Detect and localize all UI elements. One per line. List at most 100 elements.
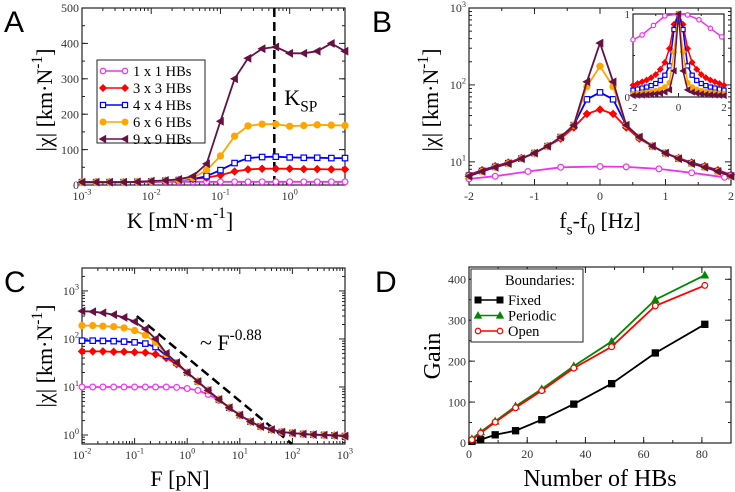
data-point (272, 178, 280, 186)
series-1-x-1-hbs (78, 383, 349, 440)
data-point (89, 337, 97, 345)
x-tick-label: -2 (464, 189, 474, 203)
data-point (570, 364, 578, 372)
data-point (582, 77, 591, 87)
legend-marker (496, 327, 504, 335)
legend-marker (495, 311, 505, 319)
data-point (326, 38, 335, 48)
legend-label: Periodic (508, 309, 556, 325)
data-point (657, 77, 663, 84)
data-point (671, 26, 677, 33)
data-point (104, 177, 113, 187)
data-point (229, 74, 238, 84)
data-point (698, 80, 704, 87)
y-axis-label-part: -1 (415, 56, 432, 69)
data-point (477, 429, 485, 437)
y-tick-label: 400 (448, 272, 466, 286)
x-tick-label-part: 10 (125, 448, 137, 462)
data-point (119, 313, 128, 322)
data-point (491, 172, 499, 180)
data-point (665, 86, 673, 94)
data-point (160, 175, 169, 185)
power-law-fit-line (135, 315, 293, 445)
data-point (312, 164, 322, 174)
data-point (329, 431, 338, 440)
legend-label: 6 x 6 HBs (133, 115, 192, 131)
data-point (120, 338, 128, 345)
x-axis-label-part: Number of HBs (523, 466, 676, 492)
data-point (78, 383, 86, 391)
x-tick-label: 0 (466, 447, 472, 461)
data-point (286, 154, 293, 161)
legend-marker (98, 134, 107, 144)
series-9-x-9-hbs (464, 38, 735, 181)
data-point (319, 430, 328, 440)
data-point (529, 148, 538, 158)
data-point (656, 89, 663, 97)
x-axis-label: Number of HBs (523, 466, 676, 492)
data-point (622, 163, 630, 171)
y-tick-label-part: 3 (462, 0, 466, 9)
data-point (630, 36, 636, 43)
x-tick-label: 10-3 (73, 188, 92, 203)
data-point (340, 431, 349, 441)
data-point (300, 178, 308, 186)
data-point (313, 121, 321, 129)
x-axis-label: fs-f0 [Hz] (559, 208, 641, 239)
x-tick-label-part: 0 (294, 188, 298, 197)
data-point (570, 400, 578, 408)
y-tick-label: 100 (63, 427, 79, 442)
x-tick-label-part: 10 (73, 448, 85, 462)
power-law-label-part: ~ F (200, 330, 230, 355)
data-point (327, 178, 335, 186)
x-axis-label-part: 0 (587, 222, 595, 239)
panel-letter: C (4, 266, 26, 299)
y-tick-label: 103 (63, 283, 79, 298)
legend-label: Fixed (508, 293, 542, 309)
x-tick-label: 80 (696, 447, 708, 461)
y-tick-label-part: 10 (450, 155, 462, 169)
data-point (243, 165, 253, 174)
data-point (660, 148, 669, 158)
y-tick-label: 0 (460, 436, 466, 450)
y-axis-label-part: ] (32, 49, 57, 56)
x-tick-label: 1 (663, 189, 669, 203)
data-point (142, 340, 149, 347)
x-tick-label-part: 10 (142, 189, 154, 203)
y-tick-label: 400 (61, 37, 79, 51)
data-point (231, 159, 238, 167)
y-axis-label: |χ| [km·N-1] (29, 49, 57, 152)
data-point (109, 347, 118, 357)
data-point (706, 76, 714, 84)
data-point (245, 417, 254, 427)
y-axis-label: |χ| [km·N-1] (415, 49, 443, 152)
x-tick-label: 0 (676, 102, 682, 114)
data-point (162, 383, 170, 391)
legend-marker (473, 311, 483, 319)
x-tick-label-part: -1 (137, 447, 144, 456)
x-tick-label: 100 (179, 447, 195, 462)
data-point (224, 403, 233, 413)
y-tick-label: 103 (450, 0, 466, 15)
legend-label: Open (508, 324, 540, 340)
y-tick-label: 101 (63, 379, 79, 394)
legend-box (470, 268, 584, 343)
y-axis-label-part: ] (32, 305, 57, 312)
data-point (656, 65, 664, 73)
x-tick-label: 2 (728, 189, 734, 203)
data-point (511, 427, 520, 435)
data-point (608, 109, 618, 119)
x-axis-label: F [pN] (150, 466, 209, 491)
plot-frame (81, 267, 346, 445)
legend-marker (98, 83, 108, 93)
data-point (183, 385, 191, 392)
y-axis-label-part: Gain (420, 333, 446, 380)
series-9-x-9-hbs (77, 38, 349, 187)
data-point (673, 154, 682, 164)
y-axis-label: |χ| [km·N-1] (29, 305, 57, 408)
data-point (99, 337, 107, 345)
x-tick-label: 2 (721, 102, 727, 114)
x-tick-label: 103 (337, 447, 353, 462)
x-axis-label-part: s (567, 222, 573, 239)
x-tick-label: 20 (521, 447, 533, 461)
